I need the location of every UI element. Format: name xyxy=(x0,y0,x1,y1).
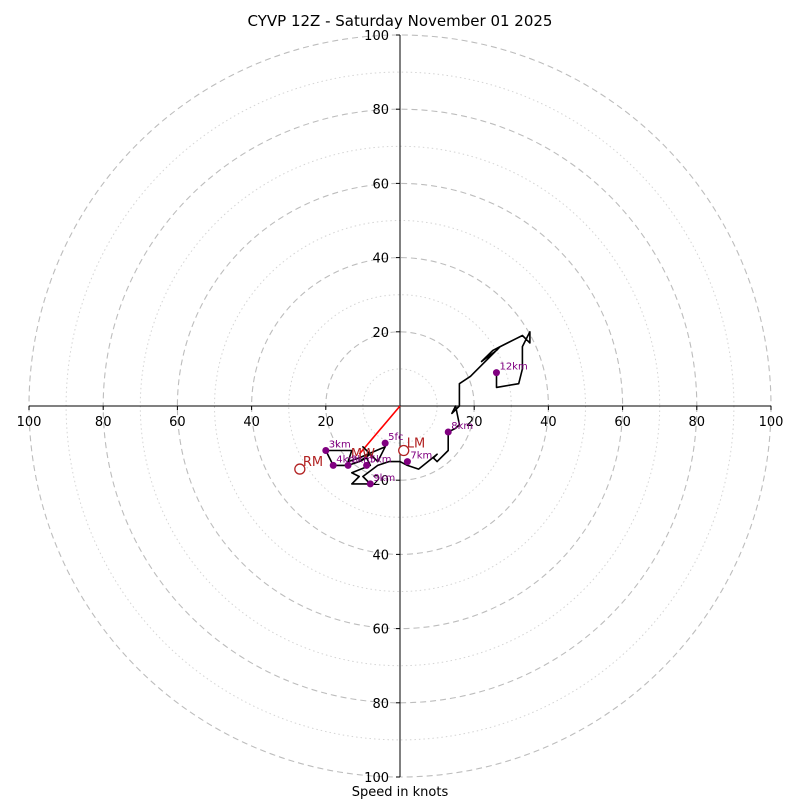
storm-motion-label: LM xyxy=(407,437,425,452)
x-tick-label: 40 xyxy=(243,415,260,430)
height-marker-label: 8km xyxy=(451,421,473,432)
height-marker-label: 9km xyxy=(373,473,395,484)
storm-motion-markers: RM LM xyxy=(294,437,425,475)
storm-motion-point xyxy=(398,444,410,457)
height-marker-point xyxy=(329,461,337,469)
x-tick-label: 80 xyxy=(95,415,112,430)
y-tick-label: 20 xyxy=(372,326,389,341)
mean-wind-label: MW xyxy=(351,447,375,462)
height-marker-point xyxy=(492,369,500,377)
shear-vector-line xyxy=(358,405,401,455)
height-marker-label: 5fc xyxy=(388,432,403,443)
wind-trace: MW xyxy=(324,330,531,485)
height-marker-point xyxy=(366,480,374,488)
x-tick-label: 60 xyxy=(169,415,186,430)
x-tick-label: 20 xyxy=(466,415,483,430)
y-tick-label: 40 xyxy=(372,548,389,563)
y-tick-label: 40 xyxy=(372,252,389,267)
height-marker-label: 12km xyxy=(499,362,527,373)
height-marker-label: 2km xyxy=(351,454,373,465)
y-tick-labels: 100 80 60 40 20 20 40 60 80 100 xyxy=(364,29,400,786)
y-tick-label: 20 xyxy=(372,474,389,489)
x-tick-label: 80 xyxy=(689,415,706,430)
y-tick-label: 100 xyxy=(364,29,389,44)
height-marker-label: 7km xyxy=(410,451,432,462)
y-tick-label: 60 xyxy=(372,623,389,638)
y-tick-label: 80 xyxy=(372,103,389,118)
x-tick-label: 20 xyxy=(318,415,335,430)
height-marker-label: 4km xyxy=(336,454,358,465)
x-tick-label: 60 xyxy=(614,415,631,430)
x-axis-label: Speed in knots xyxy=(352,785,449,800)
y-tick-label: 80 xyxy=(372,697,389,712)
y-tick-label: 100 xyxy=(364,771,389,786)
x-tick-label: 100 xyxy=(17,415,42,430)
storm-motion-point xyxy=(294,463,306,475)
x-tick-label: 100 xyxy=(759,415,784,430)
height-marker-point xyxy=(403,458,411,466)
x-tick-label: 40 xyxy=(540,415,557,430)
hodograph-trace-line xyxy=(324,330,531,485)
x-tick-labels: 100 80 60 40 20 20 40 60 80 100 xyxy=(17,406,784,430)
height-marker-point xyxy=(381,439,389,447)
storm-motion-label: RM xyxy=(303,455,323,470)
height-marker-label: 3km xyxy=(329,440,351,451)
height-marker-point xyxy=(363,461,371,469)
height-marker-label: 5km xyxy=(370,454,392,465)
height-marker-point xyxy=(344,461,352,469)
chart-title: CYVP 12Z - Saturday November 01 2025 xyxy=(248,12,553,30)
shear-vector xyxy=(358,405,401,455)
height-marker-point xyxy=(322,447,330,455)
y-tick-label: 60 xyxy=(372,177,389,192)
height-marker-point xyxy=(444,428,452,436)
